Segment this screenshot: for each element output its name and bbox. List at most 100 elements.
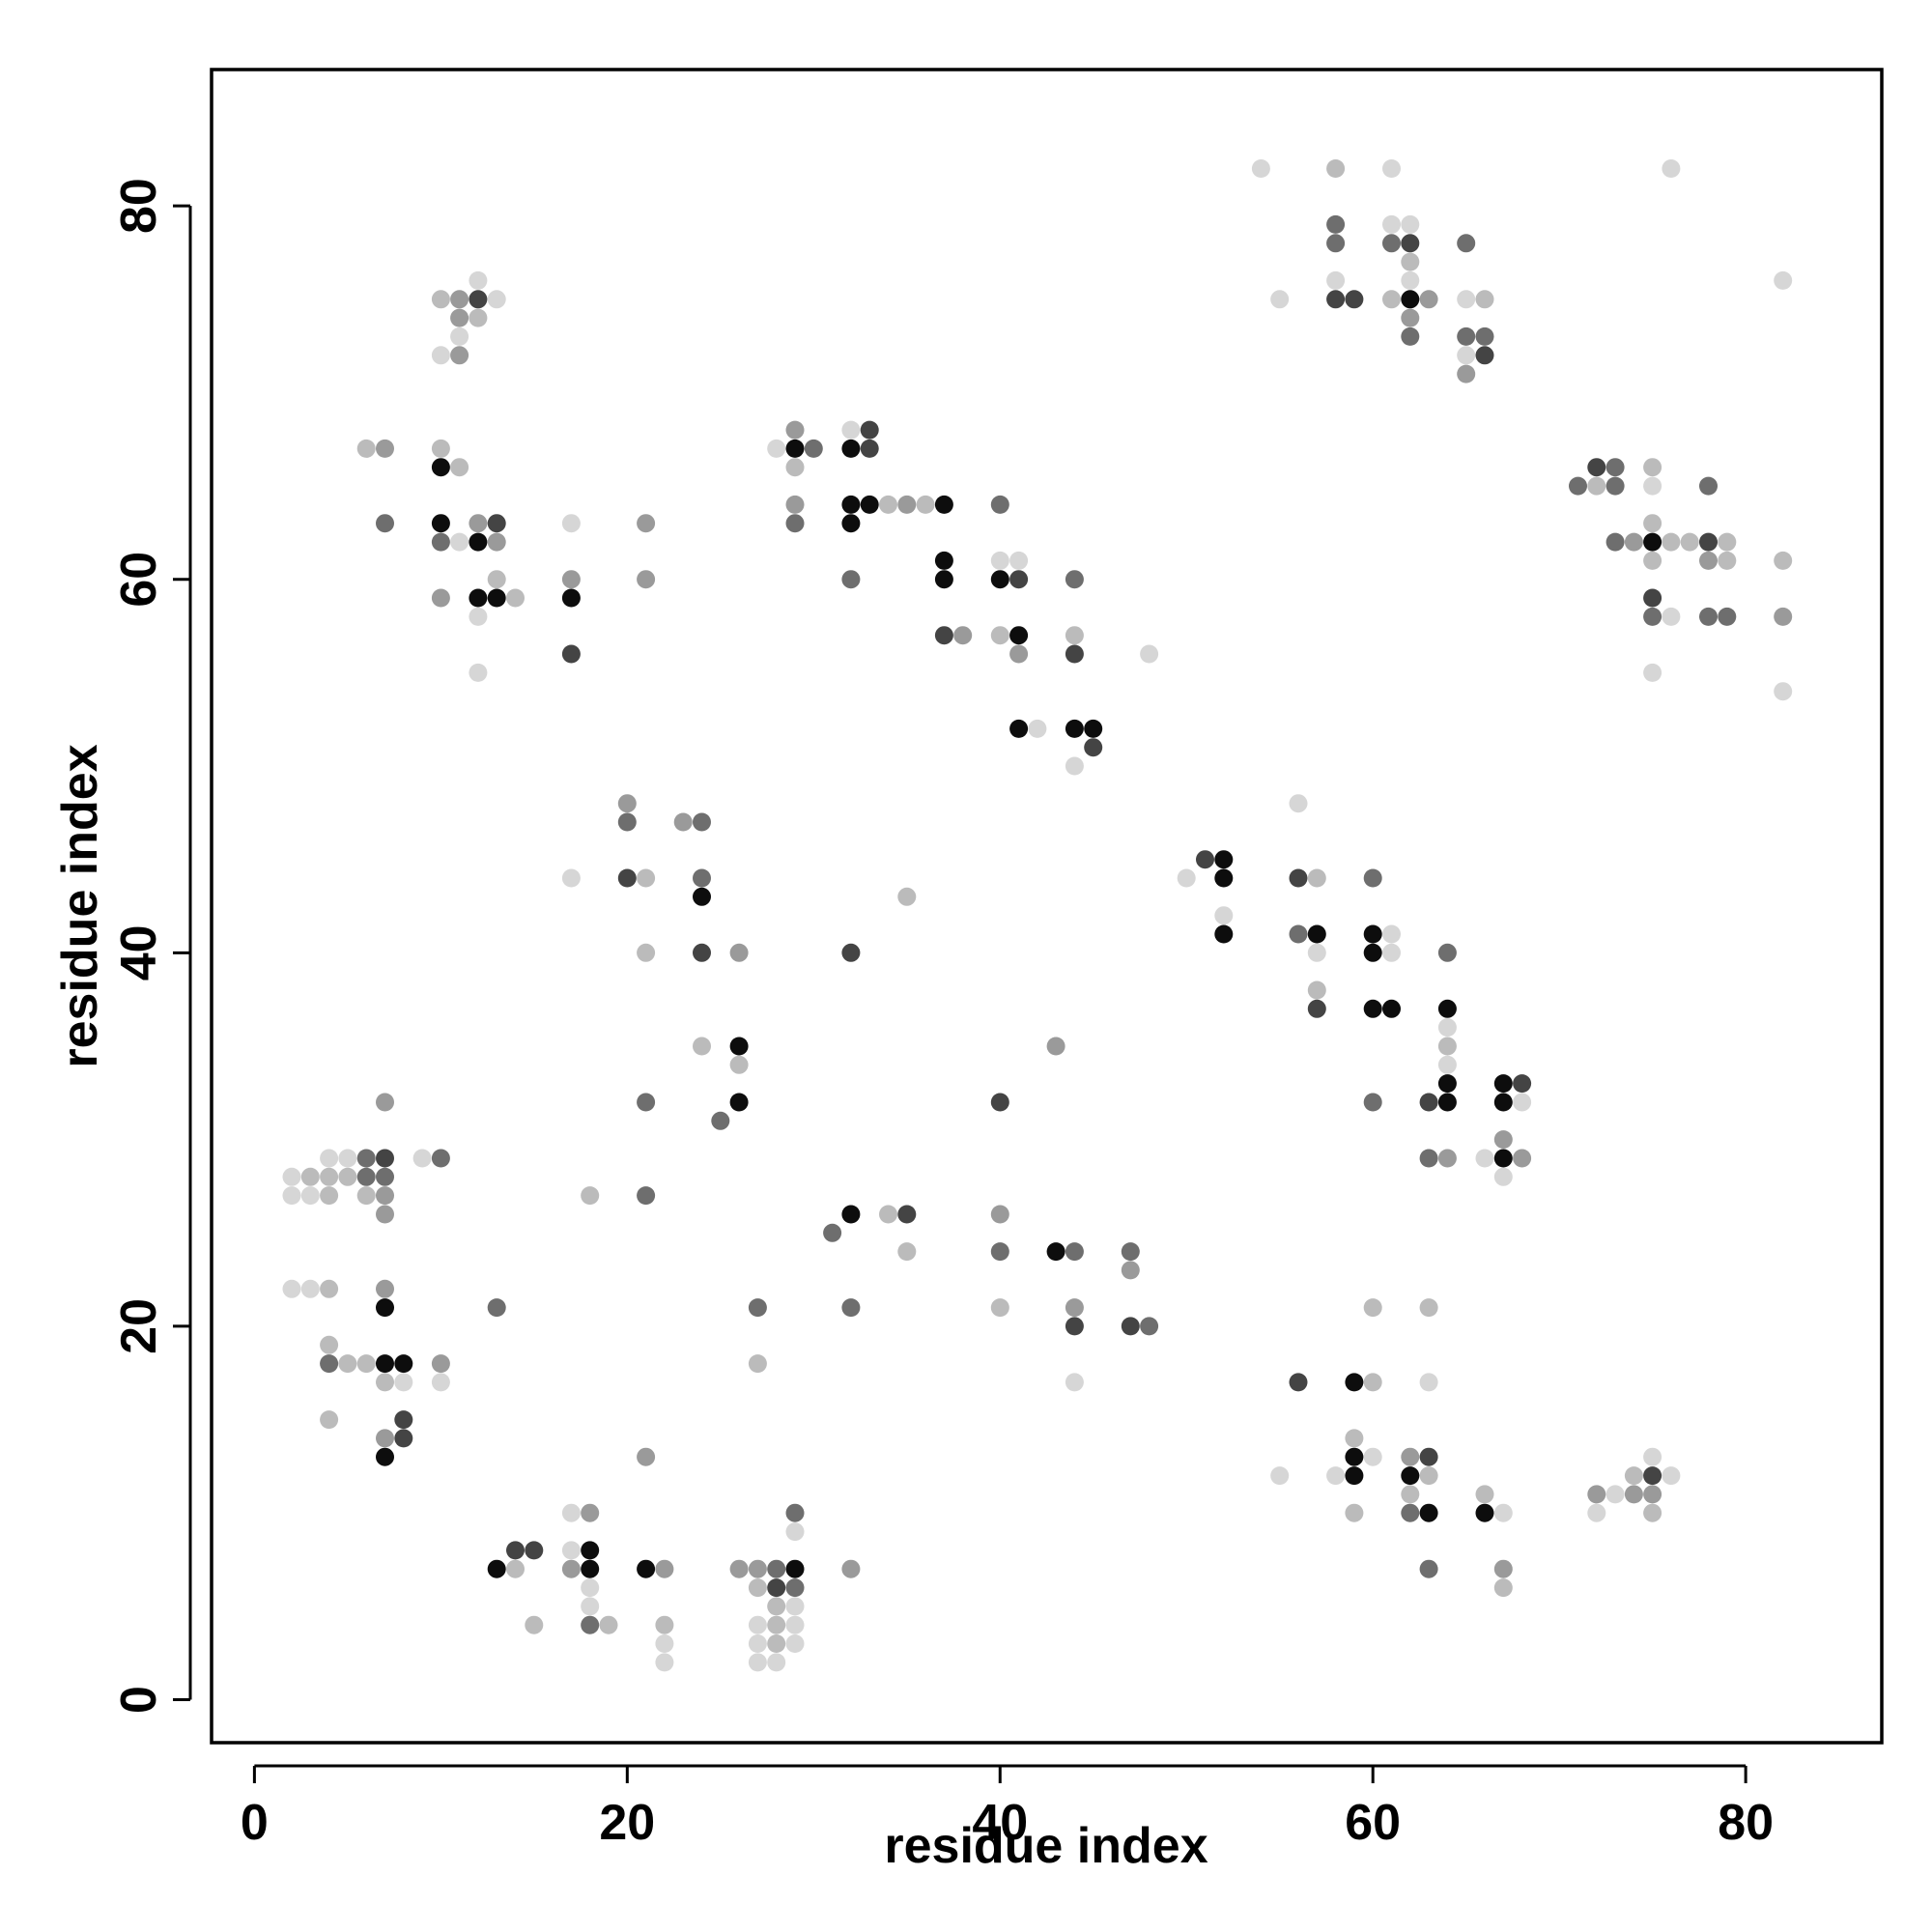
data-point: [1475, 1485, 1494, 1504]
data-point: [767, 1559, 786, 1578]
data-point: [1401, 308, 1420, 327]
data-point: [1643, 663, 1662, 682]
x-tick-label: 80: [1718, 1795, 1774, 1851]
data-point: [412, 1149, 432, 1168]
data-point: [1419, 1503, 1438, 1522]
data-point: [729, 1037, 749, 1056]
data-point: [1419, 1373, 1438, 1392]
data-point: [823, 1223, 842, 1242]
y-tick-label: 20: [111, 1298, 167, 1354]
data-point: [1382, 290, 1401, 309]
data-point: [1401, 234, 1420, 253]
x-tick-label: 40: [972, 1795, 1028, 1851]
data-point: [506, 1559, 525, 1578]
data-point: [1437, 1055, 1457, 1074]
data-point: [320, 1186, 339, 1206]
data-point: [1437, 1149, 1457, 1168]
data-point: [376, 1354, 394, 1374]
data-point: [1140, 644, 1159, 664]
data-point: [637, 514, 656, 533]
data-point: [1624, 532, 1643, 552]
data-point: [376, 1298, 394, 1318]
data-point: [1493, 1559, 1513, 1578]
data-point: [1643, 607, 1662, 626]
data-point: [1437, 1093, 1457, 1112]
data-point: [1457, 346, 1476, 365]
data-point: [1289, 1373, 1308, 1392]
data-point: [1475, 1503, 1494, 1522]
data-point: [1382, 943, 1401, 962]
data-point: [561, 644, 581, 664]
data-point: [469, 514, 488, 533]
data-point: [469, 532, 488, 552]
data-point: [1401, 327, 1420, 346]
data-point: [1345, 1373, 1364, 1392]
data-point: [767, 1634, 786, 1653]
data-point: [748, 1615, 767, 1634]
data-point: [1605, 458, 1625, 477]
data-point: [1419, 1559, 1438, 1578]
y-tick-label: 40: [111, 924, 167, 980]
data-point: [1437, 943, 1457, 962]
data-point: [1345, 290, 1364, 309]
data-point: [1643, 1485, 1662, 1504]
data-point: [1401, 1485, 1420, 1504]
data-point: [841, 439, 861, 458]
y-axis-title: residue index: [52, 744, 108, 1067]
data-point: [785, 495, 805, 514]
data-point: [487, 588, 506, 608]
data-point: [1363, 1447, 1382, 1466]
data-point: [561, 1541, 581, 1560]
data-point: [748, 1559, 767, 1578]
data-point: [1475, 290, 1494, 309]
data-point: [617, 794, 637, 813]
data-point: [1643, 458, 1662, 477]
data-point: [599, 1615, 618, 1634]
data-point: [1437, 1037, 1457, 1056]
data-point: [1065, 1317, 1084, 1336]
data-point: [581, 1541, 600, 1560]
data-point: [376, 439, 394, 458]
data-point: [320, 1354, 339, 1374]
data-point: [1401, 270, 1420, 290]
data-point: [1493, 1167, 1513, 1186]
data-point: [1065, 1242, 1084, 1262]
data-point: [1382, 234, 1401, 253]
data-point: [1363, 1298, 1382, 1318]
data-point: [581, 1503, 600, 1522]
data-point: [860, 495, 879, 514]
data-point: [1065, 644, 1084, 664]
data-point: [1643, 588, 1662, 608]
data-point: [1307, 980, 1326, 1000]
data-point: [1363, 868, 1382, 888]
data-point: [1289, 924, 1308, 944]
data-point: [356, 1167, 376, 1186]
data-point: [1065, 719, 1084, 738]
data-point: [1196, 850, 1214, 869]
data-point: [841, 570, 861, 589]
data-point: [320, 1335, 339, 1354]
data-point: [990, 1242, 1009, 1262]
data-point: [934, 570, 953, 589]
data-point: [953, 626, 973, 645]
data-point: [581, 1559, 600, 1578]
data-point: [1419, 1447, 1438, 1466]
data-point: [860, 439, 879, 458]
data-point: [785, 1597, 805, 1616]
data-point: [431, 346, 450, 365]
data-point: [561, 868, 581, 888]
data-point: [561, 570, 581, 589]
data-point: [469, 607, 488, 626]
data-point: [1065, 756, 1084, 776]
data-point: [748, 1634, 767, 1653]
data-point: [469, 663, 488, 682]
data-point: [1643, 476, 1662, 496]
data-point: [1177, 868, 1196, 888]
data-point: [729, 1055, 749, 1074]
data-point: [1401, 1503, 1420, 1522]
data-point: [841, 1559, 861, 1578]
data-point: [1662, 532, 1681, 552]
data-point: [1587, 476, 1606, 496]
data-point: [1121, 1261, 1140, 1280]
data-point: [282, 1279, 301, 1298]
